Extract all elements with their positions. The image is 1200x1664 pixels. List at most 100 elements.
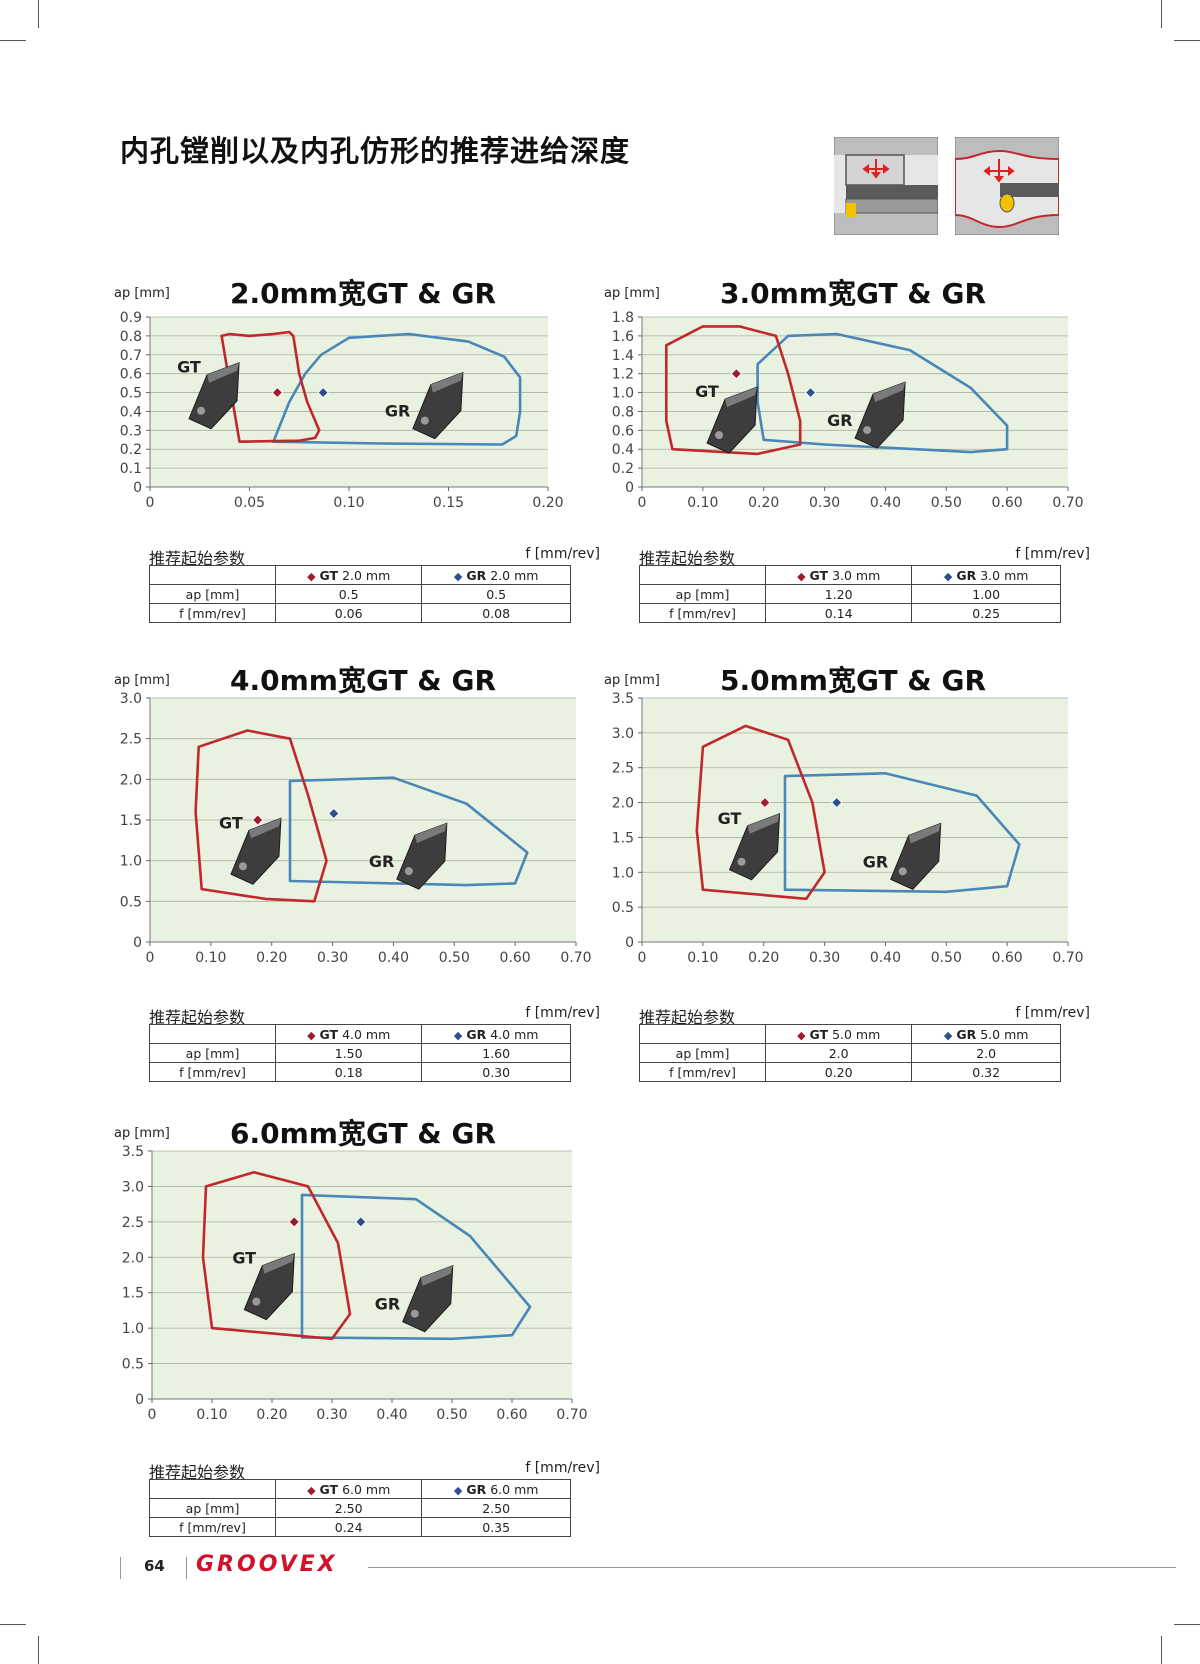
- table-corner-cell: [149, 565, 276, 585]
- y-tick-label: 0.1: [120, 461, 142, 477]
- row-label-f: f [mm/rev]: [149, 1062, 276, 1082]
- gr-ap-value: 0.5: [421, 584, 571, 604]
- x-tick-label: 0.60: [496, 1407, 527, 1423]
- x-axis-unit: f [mm/rev]: [525, 1005, 600, 1021]
- footer-divider: [120, 1557, 121, 1579]
- gr-insert-icon: [402, 1264, 454, 1333]
- y-tick-label: 0: [625, 480, 634, 496]
- crop-mark: [1174, 1624, 1200, 1625]
- gr-f-value: 0.32: [911, 1062, 1061, 1082]
- table-corner-cell: [149, 1024, 276, 1044]
- gr-data-point: [805, 386, 817, 399]
- y-tick-label: 3.0: [612, 726, 634, 742]
- gt-region-outline: [665, 325, 802, 456]
- crop-mark: [1174, 40, 1200, 41]
- x-tick-label: 0.20: [256, 1407, 287, 1423]
- chart-plot: ap [mm] 5.0mm宽GT & GR 0 0.5 1.0 1.5 2.0 2.5 3.0 3…: [604, 664, 1084, 966]
- table-corner-cell: [639, 565, 766, 585]
- chart-panel-6mm: ap [mm] 6.0mm宽GT & GR 0 0.5 1.0 1.5 2.0 2.5 3.0 3…: [114, 1117, 600, 1537]
- table-header-gr: ◆ GR 5.0 mm: [911, 1024, 1061, 1044]
- y-tick-label: 1.0: [612, 386, 634, 402]
- y-tick-label: 3.0: [120, 691, 142, 707]
- chart-panel-5mm: ap [mm] 5.0mm宽GT & GR 0 0.5 1.0 1.5 2.0 2.5 3.0 3…: [604, 664, 1090, 1082]
- y-tick-label: 1.5: [120, 813, 142, 829]
- chart-title: 2.0mm宽GT & GR: [230, 277, 496, 310]
- gr-region-label: GR: [375, 1295, 400, 1314]
- gt-f-value: 0.06: [274, 603, 423, 623]
- table-header-row: ◆ GT 5.0 mm ◆ GR 5.0 mm: [639, 1024, 1061, 1044]
- x-tick-label: 0.40: [376, 1407, 407, 1423]
- y-tick-label: 0: [135, 1392, 144, 1408]
- boring-illustration: [834, 137, 938, 235]
- page-number: 64: [144, 1557, 165, 1575]
- footer-rule: [368, 1567, 1176, 1568]
- gt-data-point: [288, 1216, 300, 1228]
- gr-diamond-icon: ◆: [453, 1028, 463, 1042]
- row-label-f: f [mm/rev]: [639, 1062, 766, 1082]
- params-label: 推荐起始参数: [149, 1463, 246, 1482]
- chart-title: 3.0mm宽GT & GR: [720, 277, 986, 310]
- y-tick-label: 1.5: [612, 830, 634, 846]
- y-tick-label: 0.5: [120, 386, 142, 402]
- gt-f-value: 0.18: [274, 1062, 423, 1082]
- crop-mark: [0, 1624, 26, 1625]
- x-tick-label: 0.30: [809, 950, 840, 966]
- profiling-illustration: [955, 137, 1059, 235]
- gt-insert-icon: [230, 817, 282, 885]
- gr-f-value: 0.25: [911, 603, 1061, 623]
- crop-mark: [0, 40, 26, 41]
- x-tick-label: 0.40: [870, 950, 901, 966]
- insert-highlight: [420, 1265, 453, 1286]
- x-tick-label: 0.20: [256, 950, 287, 966]
- table-header-row: ◆ GT 4.0 mm ◆ GR 4.0 mm: [149, 1024, 571, 1044]
- gr-f-value: 0.30: [421, 1062, 571, 1082]
- y-tick-label: 0: [133, 935, 142, 951]
- gt-f-value: 0.24: [274, 1517, 423, 1537]
- chart-panel-2mm: ap [mm] 2.0mm宽GT & GR 0 0.1 0.2 0.3 0.4 0.5 0.6 0…: [114, 277, 600, 645]
- y-tick-label: 1.5: [122, 1286, 144, 1302]
- y-tick-label: 0.9: [120, 310, 142, 326]
- x-tick-label: 0.60: [992, 495, 1023, 511]
- gt-diamond-icon: ◆: [307, 1028, 316, 1042]
- gr-ap-value: 1.60: [421, 1043, 571, 1063]
- gt-region-label: GT: [232, 1249, 256, 1268]
- gr-f-value: 0.08: [421, 603, 571, 623]
- x-tick-label: 0.40: [870, 495, 901, 511]
- y-tick-label: 2.0: [612, 796, 634, 812]
- x-tick-label: 0.20: [748, 950, 779, 966]
- y-tick-label: 0.8: [120, 329, 142, 345]
- brand-logo: GROOVEX: [196, 1552, 338, 1577]
- gr-diamond-icon: ◆: [453, 1483, 463, 1497]
- table-header-gt: ◆ GT 3.0 mm: [764, 565, 913, 585]
- insert-edge: [898, 867, 907, 876]
- x-tick-label: 0.60: [500, 950, 531, 966]
- y-axis-label: ap [mm]: [114, 673, 170, 688]
- insert-edge: [863, 426, 872, 435]
- x-tick-label: 0: [638, 495, 647, 511]
- x-tick-label: 0.30: [317, 950, 348, 966]
- gr-insert-icon: [854, 381, 906, 449]
- gt-region-outline: [201, 1171, 352, 1341]
- crop-mark: [1161, 0, 1162, 28]
- params-label: 推荐起始参数: [639, 1008, 736, 1027]
- gr-diamond-icon: ◆: [453, 569, 463, 583]
- row-label-ap: ap [mm]: [149, 584, 276, 604]
- gt-region-label: GT: [219, 813, 243, 832]
- y-tick-label: 1.4: [612, 348, 634, 364]
- table-row: f [mm/rev] 0.20 0.32: [639, 1062, 1061, 1082]
- gr-region-outline: [300, 1193, 532, 1341]
- gr-region-label: GR: [863, 852, 888, 871]
- table-corner-cell: [149, 1479, 276, 1499]
- chart-plot: ap [mm] 4.0mm宽GT & GR 0 0.5 1.0 1.5 2.0 2.5 3.0 0…: [114, 664, 592, 966]
- plot-area: [152, 1151, 572, 1399]
- insert-edge: [238, 862, 247, 871]
- gr-region-label: GR: [827, 411, 852, 430]
- y-tick-label: 0.5: [122, 1357, 144, 1373]
- gr-region-label: GR: [385, 402, 410, 421]
- gt-data-point: [252, 814, 264, 826]
- table-row: f [mm/rev] 0.18 0.30: [149, 1062, 571, 1082]
- x-tick-label: 0.10: [687, 495, 718, 511]
- gt-diamond-icon: ◆: [797, 1028, 806, 1042]
- insert-edge: [197, 406, 206, 415]
- table-row: ap [mm] 1.20 1.00: [639, 584, 1061, 604]
